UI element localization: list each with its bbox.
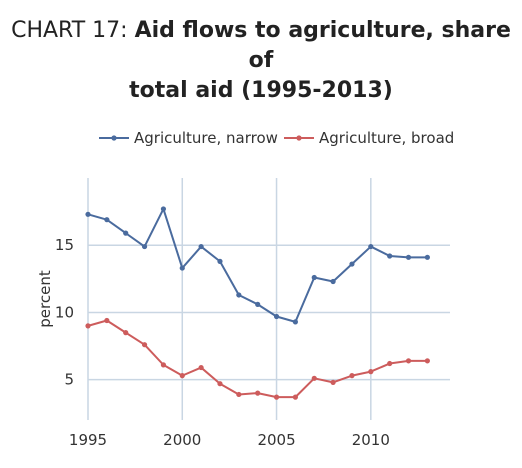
- x-tick-label: 2010: [352, 431, 390, 449]
- data-point: [236, 292, 242, 298]
- data-point: [123, 230, 129, 236]
- data-point: [311, 274, 317, 281]
- data-point: [349, 373, 355, 379]
- data-point: [160, 206, 167, 212]
- data-point: [198, 364, 204, 371]
- series-group: [85, 206, 430, 400]
- data-point: [405, 254, 412, 260]
- data-point: [179, 373, 185, 379]
- data-point: [104, 217, 110, 223]
- y-tick-label: 15: [55, 236, 74, 254]
- data-point: [217, 258, 223, 264]
- legend-label: Agriculture, broad: [319, 129, 454, 147]
- data-point: [405, 358, 412, 364]
- chart-title-line2: total aid (1995-2013): [129, 78, 393, 103]
- legend-label: Agriculture, narrow: [134, 129, 278, 147]
- chart-title: CHART 17: Aid flows to agriculture, shar…: [0, 16, 522, 106]
- data-point: [292, 394, 298, 400]
- data-point: [85, 323, 91, 329]
- y-tick-label: 5: [64, 371, 74, 389]
- data-point: [349, 261, 355, 267]
- data-point: [330, 379, 336, 385]
- data-point: [141, 243, 148, 250]
- data-point: [255, 390, 261, 396]
- chart-title-line1: Aid flows to agriculture, share of: [134, 18, 511, 73]
- data-point: [217, 381, 223, 387]
- y-axis-label: percent: [36, 270, 54, 328]
- data-point: [387, 360, 393, 367]
- data-point: [198, 243, 204, 250]
- chart-title-prefix: CHART 17:: [11, 18, 128, 43]
- data-point: [255, 301, 261, 307]
- series-line-agriculture-broad: [87, 319, 428, 399]
- legend: Agriculture, narrow Agriculture, broad: [99, 129, 454, 147]
- data-point: [85, 211, 91, 217]
- grid: [87, 178, 450, 420]
- data-point: [292, 319, 298, 325]
- data-point: [311, 375, 317, 381]
- y-tick-label: 10: [55, 303, 74, 321]
- data-point: [273, 313, 280, 320]
- data-point: [179, 265, 185, 271]
- legend-swatch-marker: [111, 135, 117, 141]
- data-point: [424, 254, 430, 260]
- data-point: [368, 369, 374, 375]
- data-point: [160, 362, 167, 368]
- data-point: [236, 391, 242, 398]
- legend-swatch-marker: [296, 135, 302, 141]
- data-point: [330, 278, 336, 285]
- data-point: [273, 394, 280, 400]
- x-tick-label: 2005: [257, 431, 295, 449]
- data-point: [141, 342, 148, 348]
- data-point: [424, 358, 430, 364]
- data-point: [368, 243, 374, 250]
- x-tick-label: 1995: [69, 431, 107, 449]
- data-point: [104, 317, 110, 324]
- data-point: [387, 253, 393, 259]
- data-point: [123, 330, 129, 336]
- x-tick-label: 2000: [163, 431, 201, 449]
